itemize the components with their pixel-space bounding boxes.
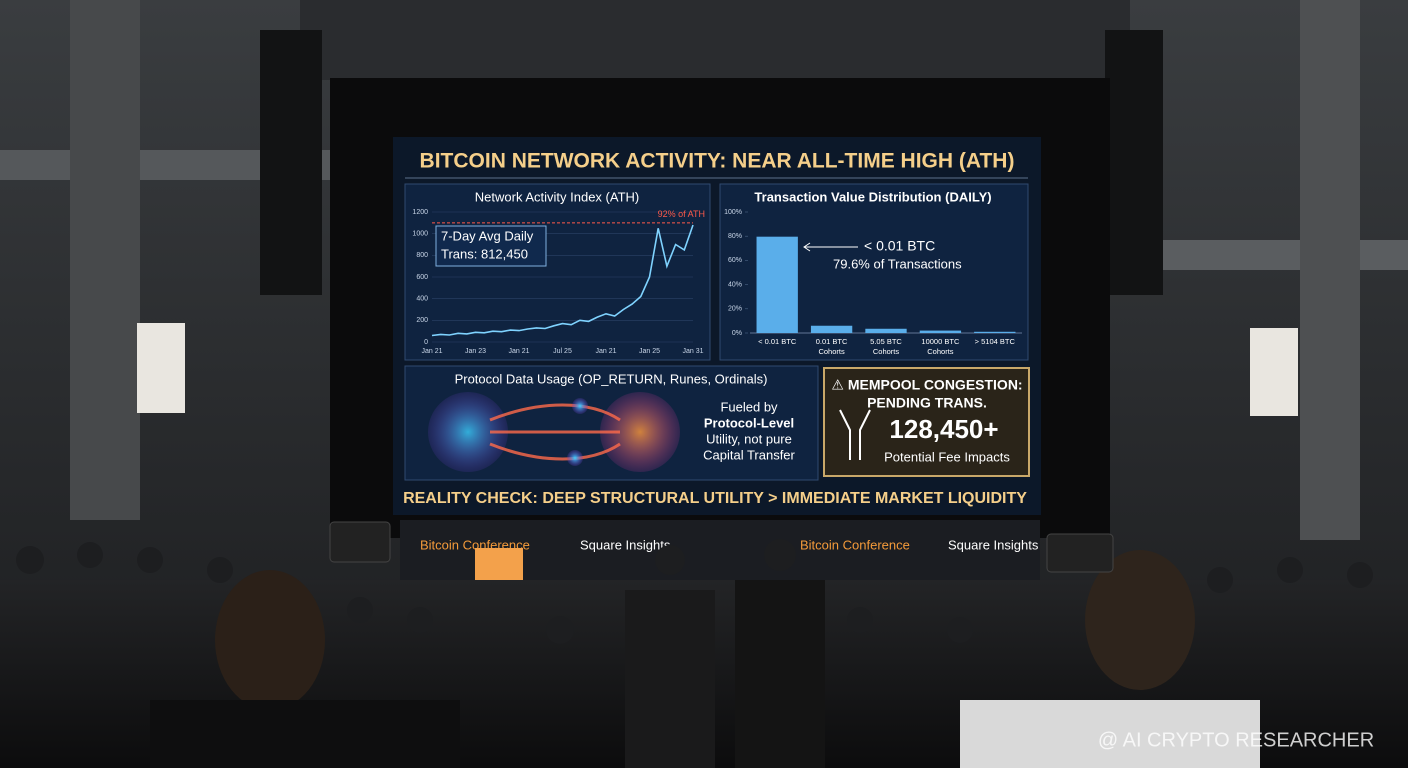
x-tick-label: Jan 23 bbox=[465, 348, 486, 355]
person bbox=[215, 570, 325, 710]
annotation: 7-Day Avg Daily bbox=[441, 228, 534, 243]
panel-text: Capital Transfer bbox=[703, 447, 795, 462]
pillar bbox=[1300, 0, 1360, 540]
annotation: < 0.01 BTC bbox=[864, 238, 935, 254]
screen-footer: REALITY CHECK: DEEP STRUCTURAL UTILITY >… bbox=[403, 490, 1027, 507]
x-tick-label: Cohorts bbox=[818, 347, 845, 356]
phone bbox=[329, 521, 391, 563]
annotation: 79.6% of Transactions bbox=[833, 256, 962, 271]
network-graphic bbox=[567, 450, 583, 466]
stage-sign: Square Insights bbox=[948, 537, 1039, 552]
crowd-heads bbox=[16, 539, 1373, 644]
y-tick-label: 600 bbox=[416, 274, 428, 281]
mempool-count: 128,450+ bbox=[889, 414, 998, 444]
mempool-title: ⚠ MEMPOOL CONGESTION: bbox=[831, 377, 1022, 393]
y-tick-label: 1000 bbox=[412, 231, 428, 238]
banner bbox=[137, 323, 185, 413]
bar bbox=[919, 330, 962, 333]
y-tick-label: 40% bbox=[728, 281, 742, 288]
y-tick-label: 80% bbox=[728, 233, 742, 240]
person bbox=[625, 590, 715, 768]
panel-title: Protocol Data Usage (OP_RETURN, Runes, O… bbox=[455, 371, 768, 386]
mempool-note: Potential Fee Impacts bbox=[884, 449, 1010, 464]
x-tick-label: Jan 31 bbox=[682, 348, 703, 355]
bar bbox=[810, 325, 853, 333]
panel-text: Utility, not pure bbox=[706, 431, 792, 446]
y-tick-label: 0% bbox=[732, 330, 742, 337]
person bbox=[1085, 550, 1195, 690]
x-tick-label: 5.05 BTC bbox=[870, 337, 902, 346]
stage-sign: Square Insights bbox=[580, 537, 671, 552]
network-graphic bbox=[600, 392, 680, 472]
y-tick-label: 400 bbox=[416, 296, 428, 303]
reference-label: 92% of ATH bbox=[658, 209, 705, 219]
stage-sign: Bitcoin Conference bbox=[800, 537, 910, 552]
x-tick-label: Jan 21 bbox=[421, 348, 442, 355]
person bbox=[150, 700, 460, 768]
x-tick-label: Jan 21 bbox=[508, 348, 529, 355]
x-tick-label: < 0.01 BTC bbox=[758, 337, 797, 346]
y-tick-label: 20% bbox=[728, 306, 742, 313]
panel bbox=[404, 183, 711, 361]
line-series bbox=[431, 224, 694, 337]
y-tick-label: 60% bbox=[728, 257, 742, 264]
speaker bbox=[1105, 30, 1163, 295]
mempool-icon bbox=[839, 409, 871, 460]
x-tick-label: Jan 25 bbox=[639, 348, 660, 355]
annotation-box bbox=[435, 225, 547, 267]
phone bbox=[1046, 533, 1114, 573]
pillar bbox=[70, 0, 140, 520]
x-tick-label: Cohorts bbox=[927, 347, 954, 356]
y-tick-label: 100% bbox=[724, 209, 742, 216]
y-tick-label: 1200 bbox=[412, 209, 428, 216]
person bbox=[960, 700, 1260, 768]
bar bbox=[756, 236, 798, 333]
bar bbox=[865, 328, 907, 333]
mempool-panel bbox=[823, 367, 1030, 477]
y-tick-label: 200 bbox=[416, 317, 428, 324]
chart-title: Transaction Value Distribution (DAILY) bbox=[754, 189, 991, 204]
panel-text: Protocol-Level bbox=[704, 415, 794, 430]
x-tick-label: Jul 25 bbox=[553, 348, 572, 355]
bar bbox=[974, 331, 1016, 333]
network-graphic bbox=[428, 392, 508, 472]
ceiling bbox=[300, 0, 1130, 80]
x-tick-label: > 5104 BTC bbox=[975, 337, 1016, 346]
x-tick-label: Jan 21 bbox=[595, 348, 616, 355]
speaker bbox=[260, 30, 322, 295]
annotation-arrow bbox=[803, 242, 858, 252]
y-tick-label: 800 bbox=[416, 252, 428, 259]
y-tick-label: 0 bbox=[424, 339, 428, 346]
annotation: Trans: 812,450 bbox=[441, 246, 528, 261]
network-graphic bbox=[489, 403, 621, 461]
banner bbox=[1250, 328, 1298, 416]
screen-title: BITCOIN NETWORK ACTIVITY: NEAR ALL-TIME … bbox=[420, 150, 1015, 173]
x-tick-label: 10000 BTC bbox=[921, 337, 960, 346]
person bbox=[735, 580, 825, 768]
mempool-title: PENDING TRANS. bbox=[867, 395, 987, 411]
chart-title: Network Activity Index (ATH) bbox=[475, 189, 639, 204]
x-tick-label: 0.01 BTC bbox=[816, 337, 848, 346]
x-tick-label: Cohorts bbox=[873, 347, 900, 356]
panel-text: Fueled by bbox=[720, 399, 778, 414]
network-graphic bbox=[572, 398, 588, 414]
watermark: @ AI CRYPTO RESEARCHER bbox=[1098, 729, 1374, 751]
